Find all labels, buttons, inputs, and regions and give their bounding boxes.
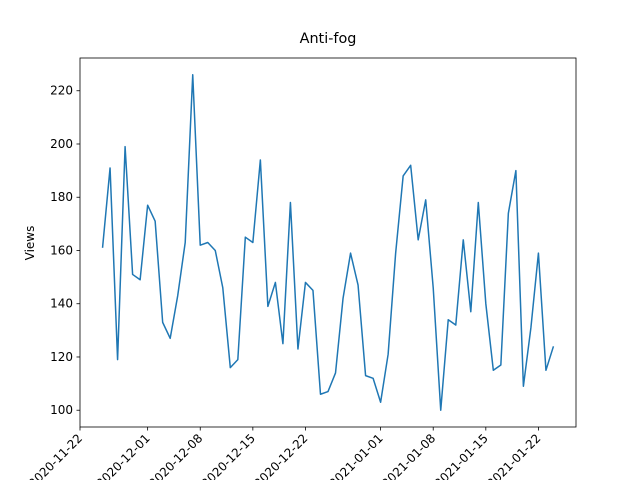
x-tick-label: 2021-01-15 <box>432 431 491 480</box>
y-tick-label: 100 <box>50 403 73 417</box>
x-tick-label: 2021-01-08 <box>379 431 438 480</box>
y-tick-label: 120 <box>50 350 73 364</box>
y-tick-label: 180 <box>50 190 73 204</box>
y-tick-label: 200 <box>50 137 73 151</box>
y-tick-label: 220 <box>50 84 73 98</box>
y-tick-label: 160 <box>50 243 73 257</box>
x-tick-label: 2020-12-15 <box>199 431 258 480</box>
x-tick-label: 2020-12-01 <box>94 431 153 480</box>
plot-frame <box>79 57 577 428</box>
y-tick-label: 140 <box>50 297 73 311</box>
x-tick-label: 2020-12-22 <box>251 431 310 480</box>
y-axis-label: Views <box>23 226 37 261</box>
x-tick-label: 2021-01-01 <box>327 431 386 480</box>
chart-title: Anti-fog <box>300 31 357 47</box>
data-line <box>101 74 555 411</box>
x-tick-label: 2020-12-08 <box>146 431 205 480</box>
x-tick-label: 2020-11-22 <box>26 431 85 480</box>
x-tick-label: 2021-01-22 <box>484 431 543 480</box>
